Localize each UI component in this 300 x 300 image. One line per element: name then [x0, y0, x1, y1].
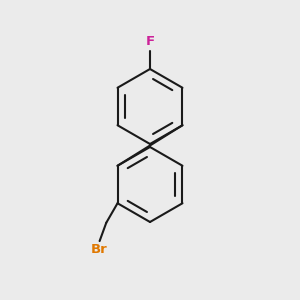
- Text: Br: Br: [91, 243, 108, 256]
- Text: F: F: [146, 35, 154, 48]
